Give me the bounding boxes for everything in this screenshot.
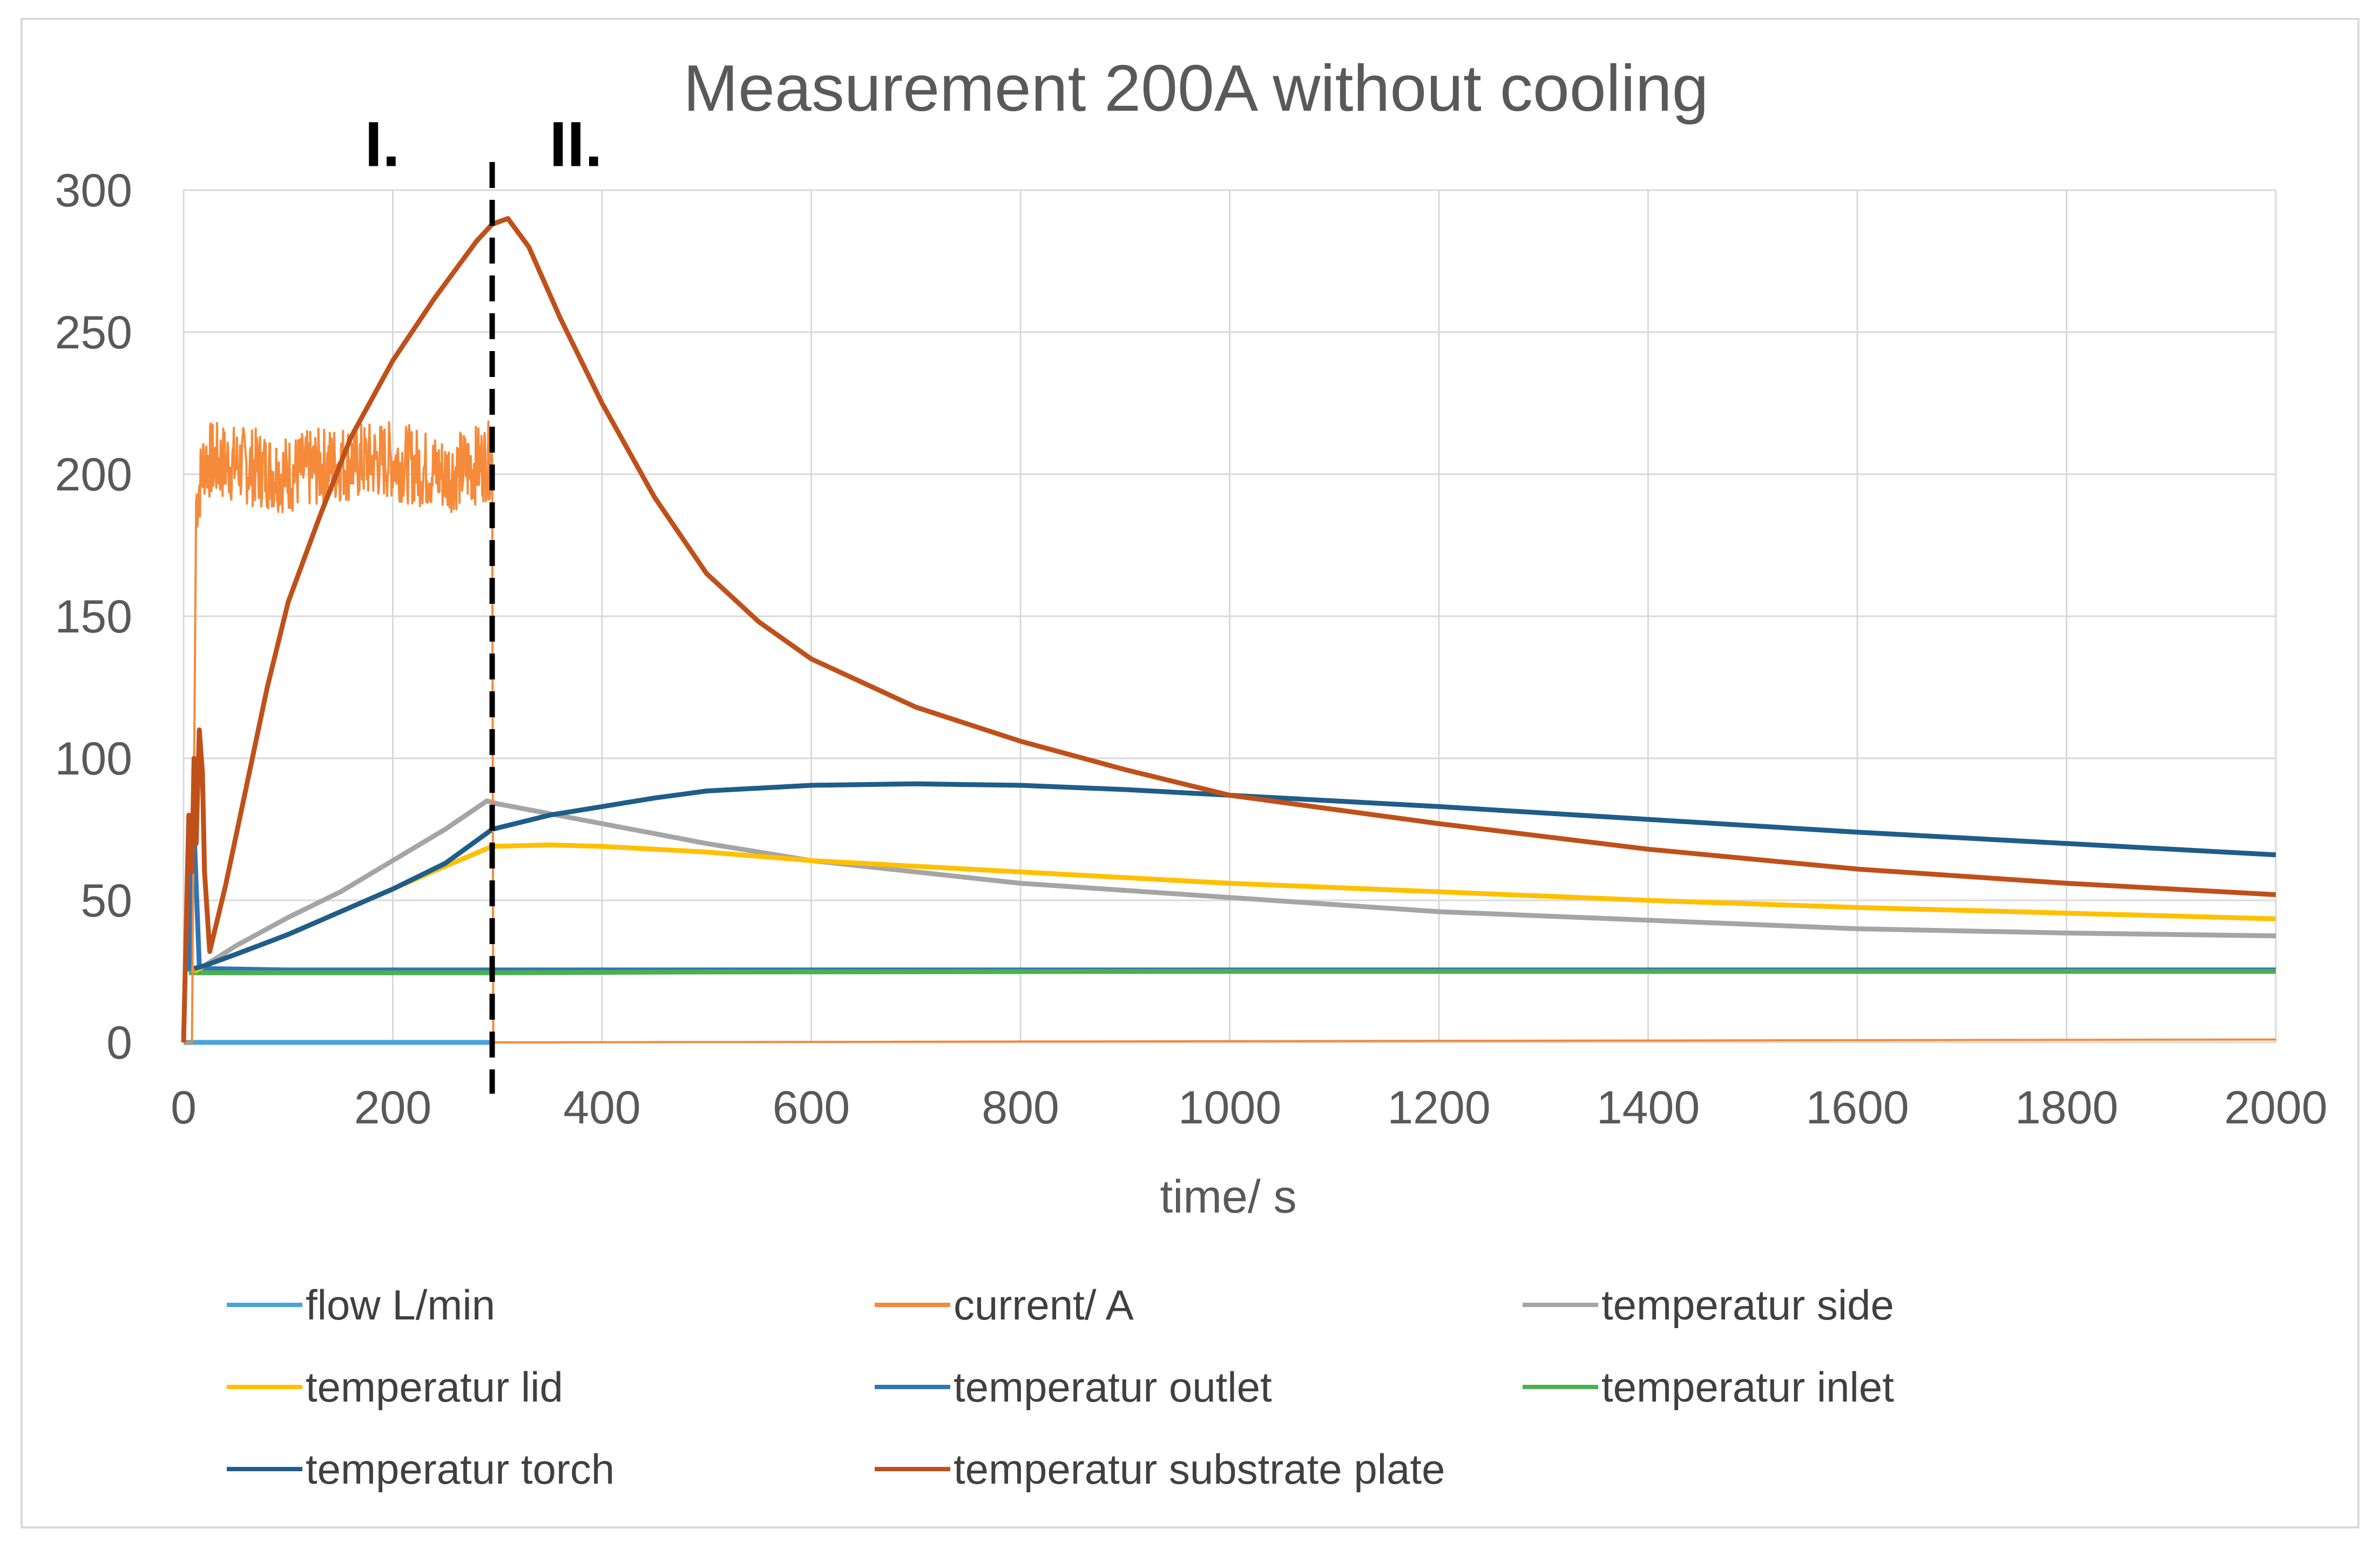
- legend-swatch: [227, 1385, 302, 1389]
- legend-label: current/ A: [954, 1281, 1134, 1329]
- phase-label: II.: [549, 109, 602, 180]
- legend-item: flow L/min: [227, 1264, 875, 1346]
- x-tick-label: 2000: [2224, 1082, 2327, 1134]
- legend-swatch: [875, 1385, 950, 1389]
- x-tick-label: 1800: [2015, 1082, 2118, 1134]
- legend-swatch: [875, 1303, 950, 1307]
- phase-annotations: I. II.: [364, 109, 602, 180]
- x-axis-ticks: 0 200 400 600 800 1000 1200 1400 1600 1800 2000: [171, 1082, 2328, 1134]
- y-tick-label: 0: [106, 1017, 132, 1069]
- y-tick-label: 100: [55, 733, 133, 785]
- x-tick-label: 1000: [1178, 1082, 1281, 1134]
- legend-label: temperatur lid: [306, 1363, 563, 1411]
- legend-item: temperatur inlet: [1523, 1346, 2171, 1428]
- x-tick-label: 600: [773, 1082, 850, 1134]
- legend-swatch: [875, 1467, 950, 1471]
- legend-label: flow L/min: [306, 1281, 496, 1329]
- x-tick-label: 800: [982, 1082, 1059, 1134]
- series-line: [193, 781, 2276, 971]
- legend-item: temperatur side: [1523, 1264, 2171, 1346]
- phase-label: I.: [364, 109, 400, 180]
- series-lines: [181, 216, 2276, 1045]
- legend-item: temperatur outlet: [875, 1346, 1523, 1428]
- y-tick-label: 50: [80, 875, 132, 927]
- legend-label: temperatur outlet: [954, 1363, 1272, 1411]
- legend-swatch: [1523, 1385, 1598, 1389]
- chart-title: Measurement 200A without cooling: [684, 51, 1709, 125]
- series-line: [193, 798, 2276, 974]
- x-tick-label: 400: [563, 1082, 641, 1134]
- chart-border: [21, 18, 2359, 1528]
- y-tick-label: 150: [55, 591, 133, 643]
- legend-swatch: [1523, 1303, 1598, 1307]
- series-line: [188, 969, 2276, 975]
- legend-item: temperatur torch: [227, 1428, 875, 1510]
- series-line: [184, 420, 2276, 1043]
- y-axis-ticks: 0 50 100 150 200 250 300: [55, 165, 133, 1069]
- legend-item: temperatur substrate plate: [875, 1428, 1523, 1510]
- legend-item: current/ A: [875, 1264, 1523, 1346]
- x-tick-label: 200: [354, 1082, 432, 1134]
- y-tick-label: 250: [55, 307, 133, 359]
- legend-label: temperatur torch: [306, 1445, 615, 1493]
- x-tick-label: 1600: [1806, 1082, 1909, 1134]
- gridlines: [182, 189, 2277, 1043]
- x-tick-label: 1200: [1387, 1082, 1490, 1134]
- chart-legend: flow L/min current/ A temperatur side tempe…: [227, 1264, 2171, 1518]
- legend-swatch: [227, 1303, 302, 1307]
- legend-label: temperatur side: [1601, 1281, 1894, 1329]
- x-axis-label: time/ s: [1160, 1171, 1296, 1223]
- x-tick-label: 0: [171, 1082, 197, 1134]
- legend-label: temperatur inlet: [1601, 1363, 1894, 1411]
- series-line: [181, 216, 2276, 1043]
- legend-item: temperatur lid: [227, 1346, 875, 1428]
- legend-swatch: [227, 1467, 302, 1471]
- y-tick-label: 200: [55, 449, 133, 501]
- y-tick-label: 300: [55, 165, 133, 217]
- legend-label: temperatur substrate plate: [954, 1445, 1445, 1493]
- x-tick-label: 1400: [1597, 1082, 1700, 1134]
